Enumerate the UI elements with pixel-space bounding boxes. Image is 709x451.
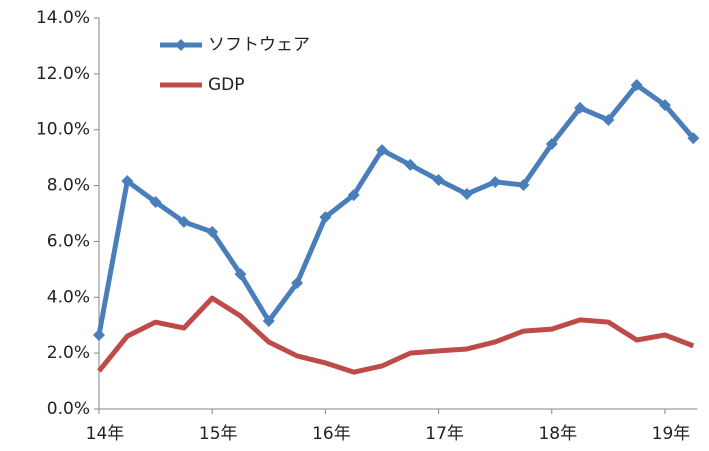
series-marker <box>234 268 247 281</box>
x-tick-label: 17年 <box>425 424 464 444</box>
x-tick-label: 19年 <box>652 424 691 444</box>
x-tick-label: 14年 <box>86 424 125 444</box>
y-tick-label: 6.0% <box>47 231 90 251</box>
series-marker <box>206 225 219 238</box>
y-tick-label: 10.0% <box>36 120 90 140</box>
series-marker <box>177 215 190 228</box>
series-marker <box>659 99 671 112</box>
legend-label: ソフトウェア <box>208 35 310 55</box>
series-marker <box>432 173 445 186</box>
series-marker <box>574 101 587 114</box>
series-line <box>96 82 696 336</box>
y-tick-label: 8.0% <box>47 176 90 196</box>
y-tick-label: 12.0% <box>36 64 90 84</box>
series-marker <box>291 277 304 290</box>
series-marker <box>630 79 643 92</box>
y-tick-label: 14.0% <box>36 8 90 28</box>
series-marker <box>404 158 417 171</box>
series-marker <box>376 144 388 157</box>
series-marker <box>687 132 700 145</box>
series-marker <box>93 328 105 341</box>
series-marker <box>319 211 332 224</box>
series-line <box>97 295 695 375</box>
series-marker <box>489 175 502 188</box>
series-marker <box>602 113 615 126</box>
series-marker <box>460 187 473 200</box>
series-marker <box>149 196 162 209</box>
y-tick-label: 0.0% <box>47 399 90 419</box>
y-tick-label: 2.0% <box>47 343 90 363</box>
series-marker <box>121 175 134 188</box>
series-marker <box>517 179 530 192</box>
x-tick-label: 15年 <box>199 424 238 444</box>
series-marker <box>545 137 558 150</box>
x-tick-label: 18年 <box>538 424 577 444</box>
series-marker <box>347 189 360 202</box>
legend-label: GDP <box>208 75 245 95</box>
series-marker <box>262 315 275 328</box>
x-tick-label: 16年 <box>312 424 351 444</box>
y-tick-label: 4.0% <box>47 287 90 307</box>
legend-marker <box>175 39 187 51</box>
